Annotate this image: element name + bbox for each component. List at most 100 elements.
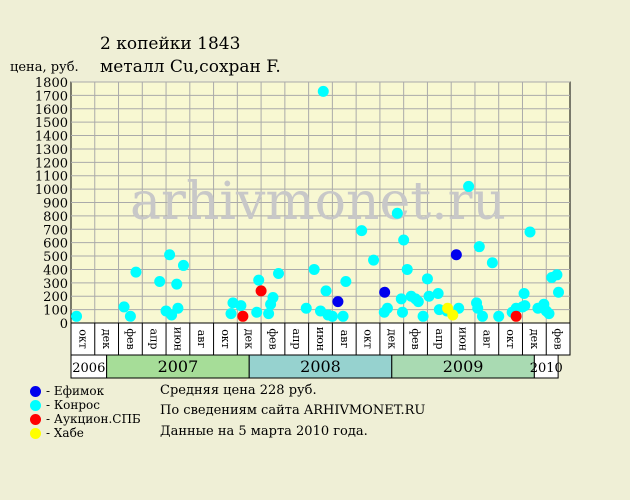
data-point xyxy=(154,275,166,287)
data-point xyxy=(396,306,408,318)
data-point xyxy=(395,293,407,305)
month-label: окт xyxy=(504,329,517,349)
month-label: окт xyxy=(76,329,89,349)
month-label: авг xyxy=(480,330,493,349)
data-source: По сведениям сайта ARHIVMONET.RU xyxy=(160,403,426,418)
data-point xyxy=(251,306,263,318)
legend-label: - Конрос xyxy=(46,398,101,412)
data-point xyxy=(118,301,130,313)
data-point xyxy=(476,310,488,322)
data-point xyxy=(326,310,338,322)
data-point xyxy=(177,259,189,271)
month-label: фев xyxy=(266,328,279,349)
y-tick-label: 1200 xyxy=(35,156,68,171)
y-tick-label: 1500 xyxy=(35,116,68,131)
data-point xyxy=(421,273,433,285)
data-point xyxy=(553,286,565,298)
year-label: 2009 xyxy=(443,357,484,376)
data-point xyxy=(164,249,176,261)
data-point xyxy=(267,292,279,304)
data-point xyxy=(486,257,498,269)
month-label: апр xyxy=(433,329,446,350)
y-tick-label: 1600 xyxy=(35,103,68,118)
legend-marker xyxy=(30,385,41,397)
y-tick-label: 200 xyxy=(43,290,68,305)
chart-title: 2 копейки 1843 xyxy=(100,34,241,54)
data-point xyxy=(308,263,320,275)
year-label: 2010 xyxy=(530,361,563,376)
data-point xyxy=(463,180,475,192)
y-tick-label: 0 xyxy=(60,317,68,332)
data-point xyxy=(263,308,275,320)
data-point xyxy=(300,302,312,314)
y-tick-label: 1700 xyxy=(35,89,68,104)
average-price: Средняя цена 228 руб. xyxy=(160,383,317,398)
data-point xyxy=(332,296,344,308)
y-tick-label: 300 xyxy=(43,277,68,292)
data-point xyxy=(237,310,249,322)
month-label: июн xyxy=(314,327,327,351)
y-tick-label: 1000 xyxy=(35,183,68,198)
data-point xyxy=(356,225,368,237)
data-point xyxy=(391,207,403,219)
month-label: авг xyxy=(338,330,351,349)
month-label: дек xyxy=(100,329,113,349)
data-point xyxy=(472,302,484,314)
legend-marker xyxy=(30,399,41,411)
y-tick-label: 100 xyxy=(43,304,68,319)
month-label: июн xyxy=(171,327,184,351)
data-point xyxy=(71,310,83,322)
data-point xyxy=(551,269,563,281)
month-label: фев xyxy=(409,328,422,349)
data-point xyxy=(130,266,142,278)
data-point xyxy=(524,226,536,238)
legend-item: - Хабе xyxy=(30,426,84,440)
data-point xyxy=(172,302,184,314)
legend-label: - Ефимок xyxy=(46,384,105,398)
year-label: 2008 xyxy=(300,357,341,376)
watermark-text: arhivmonet.ru xyxy=(130,172,506,232)
data-point xyxy=(225,308,237,320)
y-tick-label: 900 xyxy=(43,197,68,212)
data-point xyxy=(255,285,267,297)
legend-item: - Ефимок xyxy=(30,384,104,398)
legend-item: - Аукцион.СПБ xyxy=(30,412,141,426)
month-label: окт xyxy=(362,329,375,349)
legend-label: - Аукцион.СПБ xyxy=(46,412,141,426)
data-point xyxy=(450,249,462,261)
data-point xyxy=(235,300,247,312)
month-label: фев xyxy=(124,328,137,349)
y-tick-label: 600 xyxy=(43,237,68,252)
data-point xyxy=(124,310,136,322)
data-point xyxy=(493,310,505,322)
data-point xyxy=(473,241,485,253)
month-label: дек xyxy=(243,329,256,349)
data-point xyxy=(412,296,424,308)
data-point xyxy=(368,254,380,266)
month-label: дек xyxy=(528,329,541,349)
data-point xyxy=(340,275,352,287)
data-point xyxy=(432,288,444,300)
month-label: окт xyxy=(219,329,232,349)
data-point xyxy=(417,310,429,322)
data-point xyxy=(398,234,410,246)
chart-subtitle: металл Cu,сохран F. xyxy=(100,57,281,77)
data-point xyxy=(519,300,531,312)
y-tick-label: 1300 xyxy=(35,143,68,158)
data-point xyxy=(401,263,413,275)
y-tick-label: 800 xyxy=(43,210,68,225)
y-tick-label: 700 xyxy=(43,223,68,238)
legend-label: - Хабе xyxy=(46,426,84,440)
y-tick-label: 1800 xyxy=(35,76,68,91)
y-axis-label: цена, руб. xyxy=(10,60,79,75)
data-point xyxy=(337,310,349,322)
data-date: Данные на 5 марта 2010 года. xyxy=(160,424,368,439)
month-label: июн xyxy=(457,327,470,351)
data-point xyxy=(320,285,332,297)
month-label: авг xyxy=(195,330,208,349)
month-row xyxy=(70,322,571,356)
legend-item: - Конрос xyxy=(30,398,100,412)
y-tick-label: 400 xyxy=(43,263,68,278)
data-point xyxy=(317,85,329,97)
